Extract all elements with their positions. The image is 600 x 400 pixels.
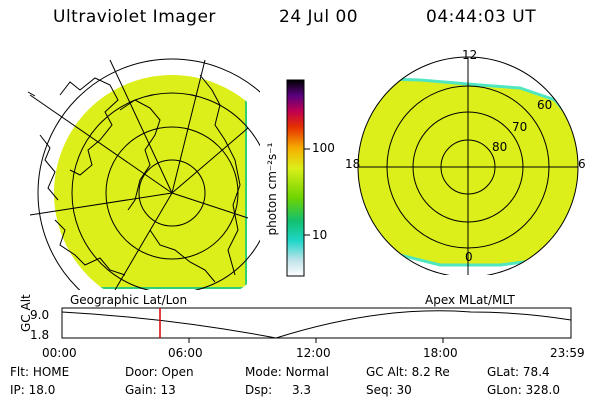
info-gc-alt: GC Alt: 8.2 Re (366, 365, 450, 379)
info-flt: Flt: HOME (10, 365, 70, 379)
clock-label-0: 0 (465, 250, 473, 264)
info-gain: Gain: 13 (125, 383, 176, 397)
info-dsp: Dsp: 3.3 (245, 383, 312, 397)
time-label: 04:44:03 UT (426, 7, 537, 27)
info-ip: IP: 18.0 (10, 383, 56, 397)
clock-label-12: 12 (462, 48, 478, 62)
colorbar (286, 79, 310, 277)
info-door: Door: Open (125, 365, 194, 379)
geographic-image (27, 58, 260, 290)
altitude-xtick-0600: 06:00 (168, 346, 203, 360)
altitude-ytick-9: 9.0 (30, 308, 50, 322)
geographic-label: Geographic Lat/Lon (70, 293, 188, 307)
colorbar-tick-10: 10 (312, 228, 328, 242)
info-mode: Mode: Normal (245, 365, 329, 379)
lat-label-80: 80 (492, 140, 508, 154)
info-seq: Seq: 30 (366, 383, 412, 397)
colorbar-tick-100: 100 (312, 141, 335, 155)
polar-mlt-plot (357, 56, 579, 275)
altitude-xtick-1800: 18:00 (423, 346, 458, 360)
clock-label-6: 6 (578, 157, 586, 171)
info-glon: GLon: 328.0 (487, 383, 560, 397)
altitude-plot (61, 307, 572, 343)
app-title: Ultraviolet Imager (53, 7, 216, 27)
date-label: 24 Jul 00 (279, 7, 359, 27)
altitude-xtick-1200: 12:00 (296, 346, 331, 360)
lat-label-60: 60 (537, 98, 553, 112)
colorbar-unit-label: photon cm⁻²s⁻¹ (265, 142, 279, 236)
altitude-ytick-1-8: 1.8 (30, 328, 50, 342)
altitude-xtick-0000: 00:00 (42, 346, 77, 360)
altitude-xtick-2359: 23:59 (550, 346, 585, 360)
apex-label: Apex MLat/MLT (425, 293, 515, 307)
lat-label-70: 70 (512, 120, 528, 134)
clock-label-18: 18 (345, 157, 361, 171)
info-glat: GLat: 78.4 (487, 365, 550, 379)
